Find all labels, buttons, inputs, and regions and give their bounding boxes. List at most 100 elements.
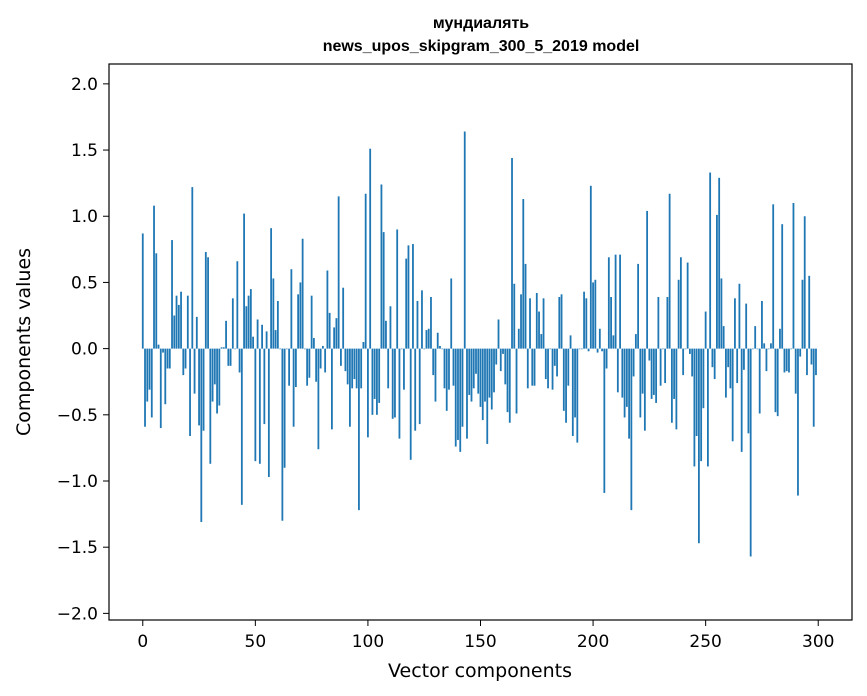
bar-2	[146, 348, 149, 402]
bar-121	[414, 348, 417, 431]
bar-270	[749, 348, 752, 557]
bar-108	[385, 320, 387, 349]
bar-226	[650, 348, 653, 399]
x-tick-label: 200	[577, 632, 609, 652]
bar-123	[418, 348, 421, 425]
bar-288	[790, 348, 793, 350]
y-tick-label: 0.5	[71, 273, 98, 293]
bar-33	[216, 348, 218, 414]
bar-253	[711, 348, 714, 368]
bar-75	[310, 295, 313, 349]
bar-189	[567, 348, 570, 386]
bar-39	[229, 348, 232, 366]
bar-250	[704, 311, 707, 349]
bar-219	[634, 334, 637, 349]
y-tick-label: −1.5	[57, 538, 98, 558]
bar-35	[220, 347, 223, 349]
bar-154	[488, 348, 491, 398]
bar-283	[779, 328, 781, 349]
bar-231	[661, 348, 664, 350]
bar-134	[443, 348, 446, 389]
bar-102	[371, 348, 374, 415]
bar-40	[231, 298, 234, 349]
bar-196	[583, 291, 585, 349]
bar-261	[729, 348, 732, 389]
bar-155	[490, 348, 493, 410]
bar-177	[540, 334, 543, 349]
bar-29	[207, 257, 209, 349]
bar-239	[679, 257, 682, 349]
bar-113	[396, 229, 399, 349]
bar-1	[144, 348, 146, 427]
bar-247	[698, 348, 700, 544]
bar-4	[150, 348, 153, 418]
y-tick-label: −1.0	[57, 472, 98, 492]
bar-98	[362, 342, 365, 349]
bar-213	[621, 348, 624, 398]
bar-106	[380, 184, 383, 349]
bar-275	[761, 300, 763, 349]
x-axis-label: Vector components	[388, 660, 572, 682]
bar-212	[619, 254, 621, 349]
bar-164	[511, 157, 513, 349]
bar-133	[441, 348, 444, 350]
bar-287	[788, 348, 790, 373]
bar-92	[349, 348, 351, 427]
bar-175	[535, 293, 538, 349]
bar-179	[544, 348, 547, 380]
bar-5	[153, 205, 155, 349]
bar-139	[454, 348, 457, 447]
bar-157	[495, 348, 498, 365]
bar-144	[466, 348, 468, 439]
bar-87	[337, 196, 340, 349]
bar-254	[713, 348, 716, 380]
bar-132	[439, 345, 441, 349]
bar-235	[670, 348, 673, 423]
x-tick-label: 300	[802, 632, 834, 652]
bar-206	[605, 348, 608, 369]
bar-135	[445, 348, 448, 411]
bar-248	[700, 348, 703, 462]
bar-65	[288, 348, 291, 386]
bar-242	[686, 262, 689, 349]
bar-130	[434, 348, 437, 402]
bar-82	[326, 270, 329, 349]
bar-178	[542, 298, 545, 349]
bar-137	[450, 278, 453, 349]
bar-17	[180, 291, 182, 349]
bar-26	[200, 348, 203, 523]
bar-227	[652, 348, 655, 395]
bar-251	[707, 348, 709, 467]
bar-228	[655, 348, 658, 403]
bar-48	[249, 289, 252, 349]
bar-127	[427, 328, 430, 349]
x-ticks-group: 0 50 100 150 200 250 300	[137, 620, 834, 652]
bar-289	[792, 203, 795, 349]
bar-78	[317, 348, 320, 450]
x-tick-label: 100	[352, 632, 384, 652]
bar-281	[774, 348, 777, 413]
bar-240	[682, 348, 685, 376]
bar-244	[691, 348, 694, 377]
bar-53	[261, 324, 263, 349]
bar-260	[727, 348, 730, 368]
bar-296	[808, 275, 811, 349]
bar-107	[382, 232, 385, 349]
bar-299	[815, 348, 817, 376]
bar-14	[173, 315, 176, 349]
bar-109	[387, 348, 390, 389]
bar-276	[763, 343, 766, 349]
bar-12	[168, 348, 171, 369]
bar-153	[486, 348, 489, 444]
bar-44	[240, 348, 243, 505]
bar-229	[657, 296, 660, 349]
bar-284	[781, 224, 784, 349]
bar-77	[315, 348, 318, 382]
bar-215	[625, 348, 628, 407]
bar-11	[166, 348, 169, 369]
bar-273	[756, 348, 759, 350]
bar-41	[234, 348, 236, 350]
x-tick-label: 50	[245, 632, 267, 652]
bar-120	[412, 244, 414, 349]
